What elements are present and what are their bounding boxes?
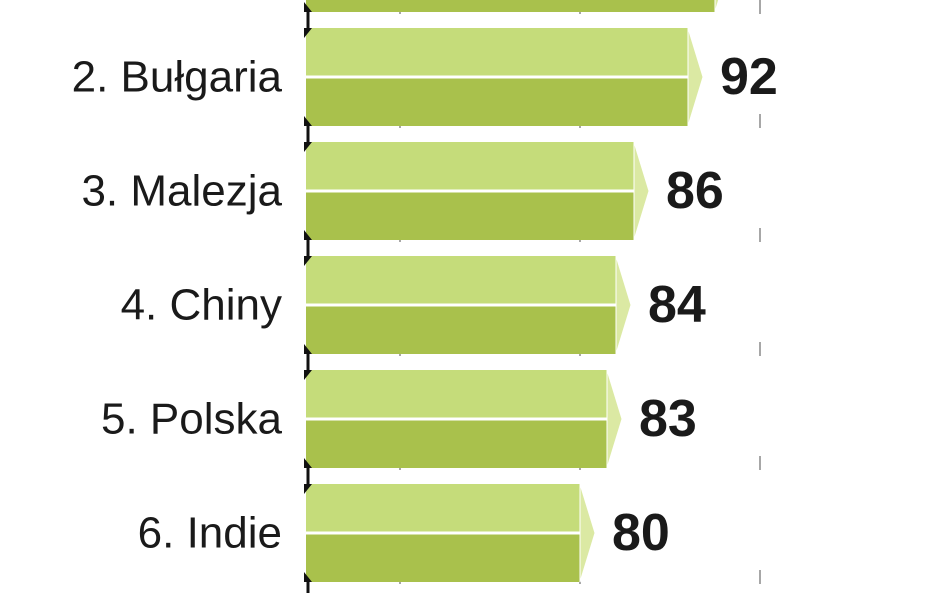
- bar-notch: [304, 458, 312, 468]
- category-label: 6. Indie: [138, 509, 282, 558]
- bar-notch: [304, 116, 312, 126]
- bar: [306, 0, 719, 12]
- bar-notch: [304, 344, 312, 354]
- bar-tip: [633, 141, 650, 241]
- value-label: 84: [648, 276, 706, 334]
- bar-group: [304, 27, 704, 127]
- category-label: 4. Chiny: [121, 281, 282, 330]
- bar-tip: [714, 0, 720, 13]
- bar-group: [304, 483, 596, 583]
- category-label: 3. Malezja: [81, 167, 282, 216]
- bar-group: [304, 255, 632, 355]
- bar-top-face: [306, 28, 688, 77]
- bar-group: [304, 0, 720, 13]
- bar-group: [304, 369, 623, 469]
- bar-notch: [304, 572, 312, 582]
- bar-notch: [304, 256, 312, 266]
- category-label: 5. Polska: [101, 395, 283, 444]
- bar-tip: [579, 483, 596, 583]
- bar-top-face: [306, 370, 607, 419]
- bar-notch: [304, 2, 312, 12]
- bar-notch: [304, 484, 312, 494]
- bar-notch: [304, 28, 312, 38]
- value-label: 83: [639, 390, 697, 448]
- bar-top-face: [306, 256, 616, 305]
- bar-top-face: [306, 142, 634, 191]
- bar-group: [304, 141, 650, 241]
- category-label: 2. Bułgaria: [72, 53, 283, 102]
- bar-notch: [304, 230, 312, 240]
- value-label: 80: [612, 504, 670, 562]
- bar-top-face: [306, 484, 580, 533]
- bar-notch: [304, 142, 312, 152]
- bars: [304, 0, 720, 583]
- value-label: 92: [720, 48, 778, 106]
- bar-notch: [304, 370, 312, 380]
- bar-tip: [687, 27, 704, 127]
- bar-tip: [615, 255, 632, 355]
- bar-tip: [606, 369, 623, 469]
- value-label: 86: [666, 162, 724, 220]
